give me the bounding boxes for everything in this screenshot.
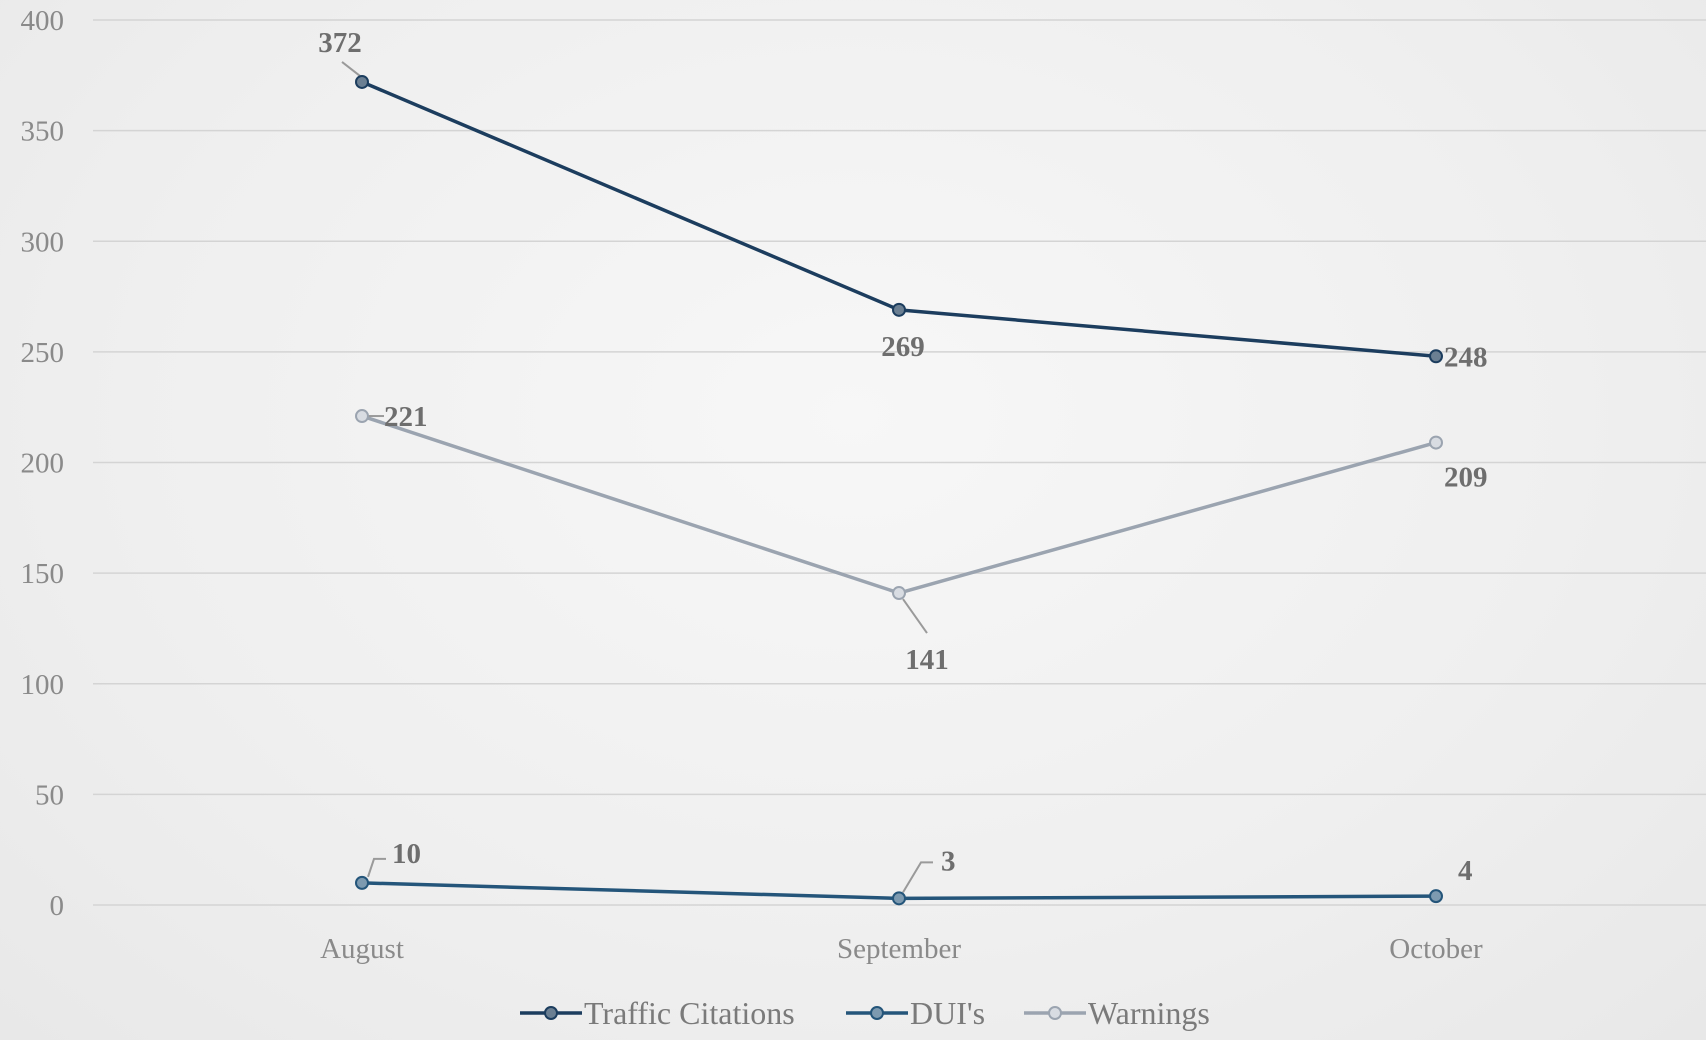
leader-line-traffic-citations-0 <box>342 62 360 76</box>
data-label-dui-s-october: 4 <box>1458 855 1473 887</box>
data-point-traffic-citations-august <box>356 76 368 88</box>
y-tick-label-200: 200 <box>21 448 65 480</box>
x-tick-label-october: October <box>1389 933 1483 965</box>
data-label-dui-s-august: 10 <box>392 838 421 870</box>
y-tick-label-400: 400 <box>21 5 65 37</box>
data-point-warnings-september <box>893 587 905 599</box>
series-line-warnings <box>362 416 1436 593</box>
data-label-traffic-citations-october: 248 <box>1444 341 1488 373</box>
y-tick-label-0: 0 <box>50 890 65 922</box>
data-label-traffic-citations-september: 269 <box>881 331 925 363</box>
y-tick-label-50: 50 <box>35 779 64 811</box>
legend-label-dui-s: DUI's <box>910 995 985 1031</box>
y-tick-label-100: 100 <box>21 669 65 701</box>
x-tick-label-september: September <box>837 933 961 965</box>
legend-label-warnings: Warnings <box>1088 995 1210 1031</box>
data-point-dui-s-october <box>1430 890 1442 902</box>
data-point-warnings-october <box>1430 437 1442 449</box>
data-label-warnings-october: 209 <box>1444 462 1488 494</box>
data-label-warnings-august: 221 <box>384 401 428 433</box>
x-tick-label-august: August <box>320 933 404 965</box>
leader-line-dui-s-1 <box>903 862 933 892</box>
legend-marker-dui-s <box>871 1007 883 1019</box>
y-tick-label-150: 150 <box>21 558 65 590</box>
leader-line-dui-s-0 <box>368 859 386 877</box>
data-label-warnings-september: 141 <box>905 644 949 676</box>
legend-label-traffic-citations: Traffic Citations <box>584 995 795 1031</box>
data-label-traffic-citations-august: 372 <box>318 27 362 59</box>
data-point-traffic-citations-october <box>1430 350 1442 362</box>
data-point-dui-s-august <box>356 877 368 889</box>
data-point-dui-s-september <box>893 892 905 904</box>
legend-marker-warnings <box>1049 1007 1061 1019</box>
data-label-dui-s-september: 3 <box>941 845 956 877</box>
y-tick-label-350: 350 <box>21 116 65 148</box>
leader-line-warnings-1 <box>903 599 927 633</box>
data-point-warnings-august <box>356 410 368 422</box>
data-point-traffic-citations-september <box>893 304 905 316</box>
y-tick-label-300: 300 <box>21 226 65 258</box>
legend-marker-traffic-citations <box>545 1007 557 1019</box>
y-tick-label-250: 250 <box>21 337 65 369</box>
